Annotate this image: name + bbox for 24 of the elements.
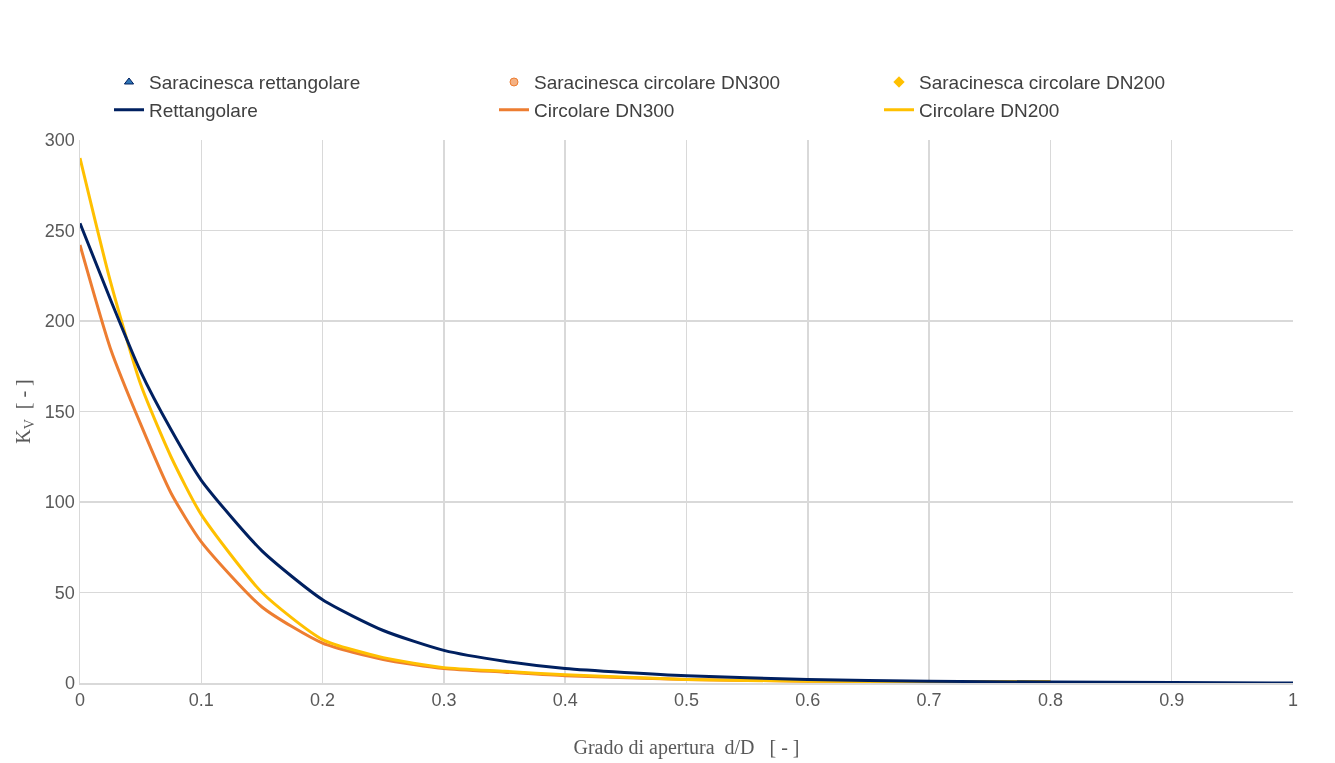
x-tick-label: 0.4 bbox=[552, 690, 578, 711]
legend-label: Saracinesca rettangolare bbox=[149, 72, 361, 94]
y-tick-label: 50 bbox=[54, 582, 75, 603]
x-tick-label: 0.9 bbox=[1159, 690, 1185, 711]
x-tick-label: 0.1 bbox=[188, 690, 214, 711]
legend-label: Saracinesca circolare DN200 bbox=[919, 72, 1166, 94]
x-tick-label: 0.2 bbox=[310, 690, 336, 711]
x-axis-title: Grado di apertura d/D [ - ] bbox=[573, 735, 800, 759]
x-tick-label: 0.5 bbox=[673, 690, 700, 711]
x-tick-label: 0.8 bbox=[1037, 690, 1063, 711]
x-tick-label: 0.3 bbox=[431, 690, 457, 711]
y-tick-label: 200 bbox=[44, 311, 75, 332]
y-tick-label: 0 bbox=[64, 673, 75, 694]
y-tick-label: 250 bbox=[44, 220, 75, 241]
x-tick-label: 0.6 bbox=[795, 690, 821, 711]
x-tick-label: 1 bbox=[1287, 690, 1299, 711]
x-tick-label: 0.7 bbox=[916, 690, 942, 711]
legend-label: Saracinesca circolare DN300 bbox=[534, 72, 781, 94]
y-tick-label: 300 bbox=[44, 130, 75, 151]
legend-label: Rettangolare bbox=[149, 100, 258, 122]
legend-label: Circolare DN200 bbox=[919, 100, 1060, 122]
legend-label: Circolare DN300 bbox=[534, 100, 675, 122]
y-tick-label: 100 bbox=[44, 492, 75, 513]
y-tick-label: 150 bbox=[44, 401, 75, 422]
